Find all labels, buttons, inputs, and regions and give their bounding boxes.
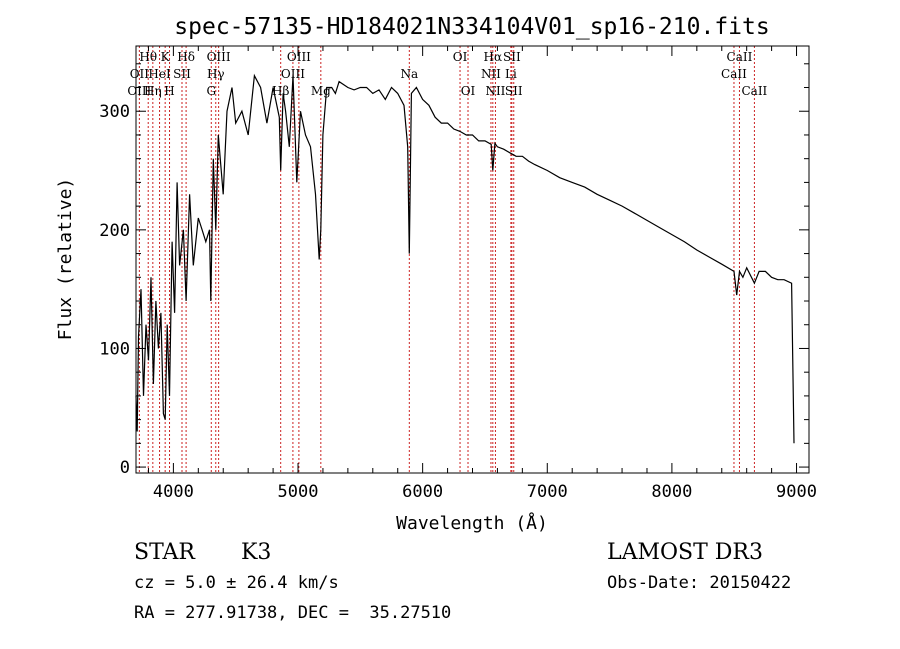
x-tick-label: 5000: [278, 482, 319, 502]
line-label: G: [206, 84, 216, 98]
line-label: Hδ: [177, 50, 195, 64]
y-tick-label: 100: [99, 339, 130, 359]
line-label: OIII: [287, 50, 311, 64]
line-label: Na: [400, 67, 418, 81]
line-label: Hη: [144, 84, 162, 98]
x-tick-label: 6000: [402, 482, 443, 502]
line-label: Li: [505, 67, 517, 81]
x-tick-label: 4000: [153, 482, 194, 502]
line-label: CaII: [727, 50, 753, 64]
x-tick-label: 7000: [527, 482, 568, 502]
x-axis-ticks: 4000 5000 6000 7000 8000 9000: [147, 46, 817, 502]
line-label: SII: [503, 50, 521, 64]
line-label: NII: [481, 67, 501, 81]
coordinates: RA = 277.91738, DEC = 35.27510: [134, 603, 452, 623]
line-label: Mg: [311, 84, 331, 98]
redshift-readout: cz = 5.0 ± 26.4 km/s: [134, 573, 339, 593]
line-label: OI: [453, 50, 468, 64]
line-label: SII: [505, 84, 523, 98]
spectral-subclass: K3: [241, 540, 272, 565]
line-label: OII: [130, 67, 150, 81]
line-label: Hα: [484, 50, 503, 64]
chart-title: spec-57135-HD184021N334104V01_sp16-210.f…: [174, 14, 769, 40]
line-label: OIII: [127, 84, 151, 98]
y-axis-ticks: 0 100 200 300: [99, 63, 809, 478]
line-label: CaII: [741, 84, 767, 98]
line-label: K: [161, 50, 171, 64]
line-labels: Hθ OII OIII K HeI Hη SII H Hδ OIII Hγ G OIII OIII Hβ Mg…: [127, 50, 767, 98]
line-label: NII: [485, 84, 505, 98]
plot-frame: [135, 45, 810, 474]
line-label: SII: [173, 67, 191, 81]
line-label: OI: [461, 84, 476, 98]
spectrum-line: [135, 73, 795, 444]
survey-name: LAMOST DR3: [607, 540, 763, 565]
line-label: HeI: [148, 67, 171, 81]
line-markers: [138, 46, 755, 473]
y-tick-label: 300: [99, 102, 130, 122]
line-label: CaII: [721, 67, 747, 81]
x-tick-label: 9000: [776, 482, 817, 502]
line-label: Hθ: [139, 50, 157, 64]
line-label: Hβ: [272, 84, 289, 98]
x-tick-label: 8000: [651, 482, 692, 502]
object-type: STAR: [134, 540, 195, 565]
x-axis-label: Wavelength (Å): [396, 512, 548, 534]
line-label: OIII: [207, 50, 231, 64]
obs-date: Obs-Date: 20150422: [607, 573, 792, 593]
y-axis-label: Flux (relative): [55, 178, 76, 341]
y-tick-label: 0: [120, 458, 130, 478]
y-tick-label: 200: [99, 221, 130, 241]
line-label: OIII: [281, 67, 305, 81]
line-label: H: [164, 84, 174, 98]
line-label: Hγ: [207, 67, 225, 81]
